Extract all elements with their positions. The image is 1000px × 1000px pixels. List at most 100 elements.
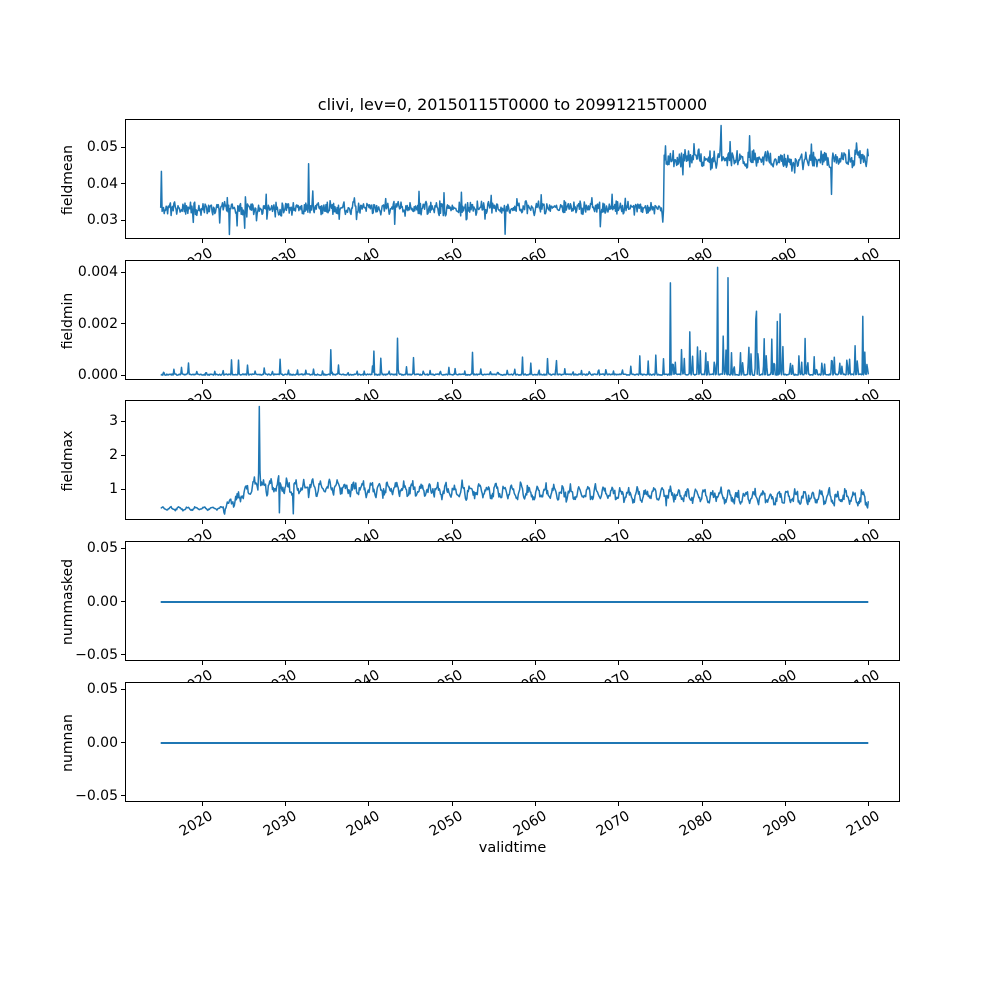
x-tick-mark [618,661,620,665]
x-tick-mark [868,661,870,665]
y-tick-mark [121,688,125,690]
y-tick-mark [121,654,125,656]
x-tick-mark [868,520,870,524]
x-tick-label: 2100 [843,808,883,840]
x-tick-mark [451,661,453,665]
x-axis-label: validtime [478,840,547,856]
y-tick-mark [121,547,125,549]
x-tick-mark [784,239,786,243]
plot-area-fieldmean [159,124,870,236]
panel-fieldmin: 0.0000.0020.0042020203020402050206020702… [60,260,900,418]
x-tick-label: 2080 [677,808,716,840]
line-fieldmax [160,405,870,515]
y-tick-label: −0.05 [75,646,118,663]
figure-title: clivi, lev=0, 20150115T0000 to 20991215T… [317,95,708,114]
x-tick-mark [368,661,370,665]
x-tick-mark [618,802,620,806]
x-tick-mark [868,380,870,384]
x-tick-mark [534,661,536,665]
x-tick-label: 2030 [260,808,300,840]
x-tick-mark [784,802,786,806]
x-tick-mark [368,802,370,806]
y-tick-mark [121,374,125,376]
y-tick-mark [121,742,125,743]
x-tick-mark [618,380,620,384]
x-tick-mark [534,239,536,243]
x-tick-label: 2070 [593,808,633,840]
y-tick-mark [121,183,125,185]
y-tick-label: 0.05 [86,681,118,698]
panel-nummasked: −0.050.000.05202020302040205020602070208… [60,540,900,699]
y-tick-mark [121,454,125,456]
plot-area-fieldmin [160,266,870,376]
x-tick-mark [201,380,203,384]
x-tick-mark [284,239,286,243]
x-tick-mark [284,802,286,806]
plot-area-nummasked [160,601,869,603]
x-tick-mark [368,380,370,384]
panel-fieldmax: 123202020302040205020602070208020902100f… [60,400,900,558]
x-tick-mark [368,520,370,524]
plot-area-fieldmax [160,405,870,515]
line-fieldmin [160,266,870,376]
line-fieldmean [159,124,870,236]
y-tick-mark [121,219,125,221]
y-tick-mark [121,146,125,148]
x-tick-label: 2060 [510,808,550,840]
x-tick-mark [201,661,203,665]
y-tick-label: 0.002 [77,315,118,332]
x-tick-mark [451,520,453,524]
x-tick-mark [368,239,370,243]
x-tick-mark [534,520,536,524]
y-tick-label: 0.04 [86,175,118,192]
x-tick-mark [618,520,620,524]
x-tick-mark [201,520,203,524]
x-tick-mark [534,380,536,384]
panel-fieldmean: 0.030.040.052020203020402050206020702080… [60,119,900,277]
y-tick-label: 0.004 [77,264,118,281]
y-tick-label: 2 [109,447,118,464]
x-tick-mark [784,380,786,384]
x-tick-mark [201,802,203,806]
x-tick-label: 2050 [427,808,466,840]
x-tick-mark [284,661,286,665]
x-tick-mark [284,380,286,384]
x-tick-mark [784,520,786,524]
y-tick-label: 3 [109,413,118,430]
x-tick-mark [201,239,203,243]
y-tick-mark [121,488,125,490]
x-tick-mark [534,802,536,806]
y-tick-label: −0.05 [75,787,118,804]
x-tick-mark [451,239,453,243]
y-tick-mark [121,795,125,797]
y-tick-label: 0.05 [86,540,118,557]
y-tick-label: 0.05 [86,139,118,156]
plot-area-numnan [160,742,869,744]
x-tick-mark [784,661,786,665]
y-tick-mark [121,420,125,422]
y-axis-label-numnan: numnan [60,714,76,772]
x-tick-mark [701,802,703,806]
x-tick-mark [451,802,453,806]
y-tick-label: 0.00 [86,593,118,610]
x-tick-mark [701,239,703,243]
y-axis-label-fieldmax: fieldmax [60,430,76,492]
x-tick-label: 2090 [760,808,800,840]
y-axis-label-fieldmean: fieldmean [60,145,76,215]
x-tick-mark [868,239,870,243]
y-tick-mark [121,323,125,325]
x-tick-mark [618,239,620,243]
x-tick-mark [451,380,453,384]
x-tick-label: 2040 [343,808,383,840]
y-tick-mark [121,601,125,602]
x-tick-mark [701,661,703,665]
panel-numnan: −0.05 0.00 0.05 2020 2030 2040 2050 2060 2070 208… [60,681,900,840]
y-tick-mark [121,271,125,273]
y-tick-label: 0.00 [86,734,118,751]
x-tick-mark [868,802,870,806]
x-tick-mark [284,520,286,524]
y-axis-label-nummasked: nummasked [60,558,76,646]
x-tick-mark [701,380,703,384]
y-tick-label: 0.000 [77,367,118,384]
